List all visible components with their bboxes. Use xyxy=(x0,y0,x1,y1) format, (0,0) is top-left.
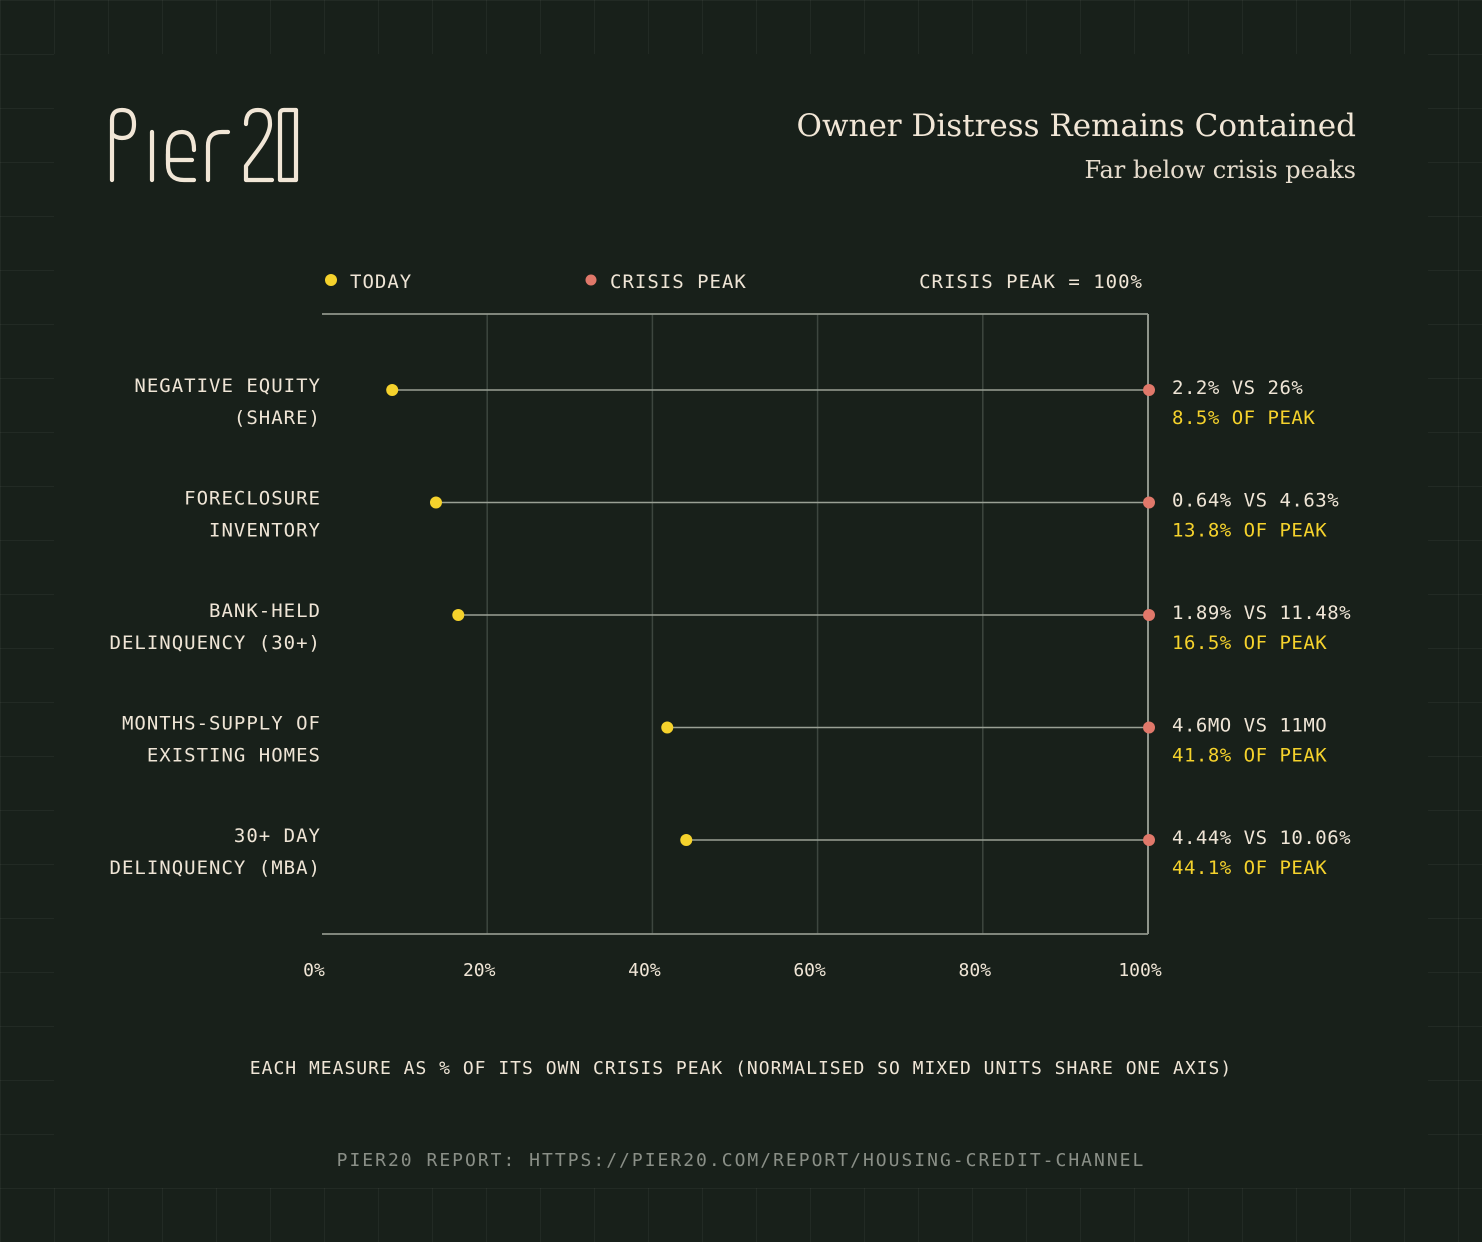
percent-of-peak-label: 44.1% OF PEAK xyxy=(1172,857,1327,879)
category-label: (SHARE) xyxy=(234,407,321,429)
legend-note: CRISIS PEAK = 100% xyxy=(919,271,1143,293)
crisis-peak-point xyxy=(1143,496,1155,509)
crisis-peak-point xyxy=(1143,834,1155,846)
x-tick-label: 0% xyxy=(303,960,325,981)
value-comparison-label: 4.44% VS 10.06% xyxy=(1172,827,1351,849)
category-label: DELINQUENCY (30+) xyxy=(110,632,321,654)
value-comparison-label: 1.89% VS 11.48% xyxy=(1172,602,1351,624)
percent-of-peak-label: 8.5% OF PEAK xyxy=(1172,407,1315,429)
value-comparison-label: 4.6MO VS 11MO xyxy=(1172,715,1327,737)
chart-title: Owner Distress Remains Contained xyxy=(796,108,1356,144)
x-tick-label: 100% xyxy=(1118,960,1162,981)
category-label: 30+ DAY xyxy=(234,825,321,847)
category-label: NEGATIVE EQUITY xyxy=(134,375,321,397)
category-label: FORECLOSURE xyxy=(184,488,321,510)
value-comparison-label: 0.64% VS 4.63% xyxy=(1172,490,1339,512)
today-point xyxy=(452,609,465,621)
legend-crisis-peak-label: CRISIS PEAK xyxy=(610,271,747,293)
chart-subtitle: Far below crisis peaks xyxy=(1084,156,1356,184)
x-axis-label: EACH MEASURE AS % OF ITS OWN CRISIS PEAK… xyxy=(249,1058,1233,1079)
value-comparison-label: 2.2% VS 26% xyxy=(1172,377,1303,399)
category-label: DELINQUENCY (MBA) xyxy=(110,857,321,879)
crisis-peak-point xyxy=(1143,609,1155,621)
category-label: MONTHS-SUPPLY OF xyxy=(122,713,321,735)
pier20-logo xyxy=(109,107,299,183)
x-tick-label: 60% xyxy=(793,960,826,981)
x-tick-label: 80% xyxy=(959,960,992,981)
legend-crisis-peak-marker xyxy=(585,274,597,286)
legend-today-label: TODAY xyxy=(350,271,412,293)
x-tick-label: 40% xyxy=(628,960,661,981)
crisis-peak-point xyxy=(1143,384,1155,396)
today-point xyxy=(429,496,442,509)
chart-panel xyxy=(54,54,1428,1188)
legend-today-marker xyxy=(325,274,337,286)
percent-of-peak-label: 41.8% OF PEAK xyxy=(1172,745,1327,767)
today-point xyxy=(680,834,693,846)
x-tick-label: 20% xyxy=(463,960,496,981)
today-point xyxy=(386,384,399,396)
category-label: INVENTORY xyxy=(209,520,321,542)
category-label: BANK-HELD xyxy=(209,600,321,622)
today-point xyxy=(661,721,674,734)
source-footnote: PIER20 REPORT: HTTPS://PIER20.COM/REPORT… xyxy=(336,1150,1146,1171)
percent-of-peak-label: 13.8% OF PEAK xyxy=(1172,520,1327,542)
percent-of-peak-label: 16.5% OF PEAK xyxy=(1172,632,1327,654)
category-label: EXISTING HOMES xyxy=(147,745,321,767)
crisis-peak-point xyxy=(1143,721,1155,734)
